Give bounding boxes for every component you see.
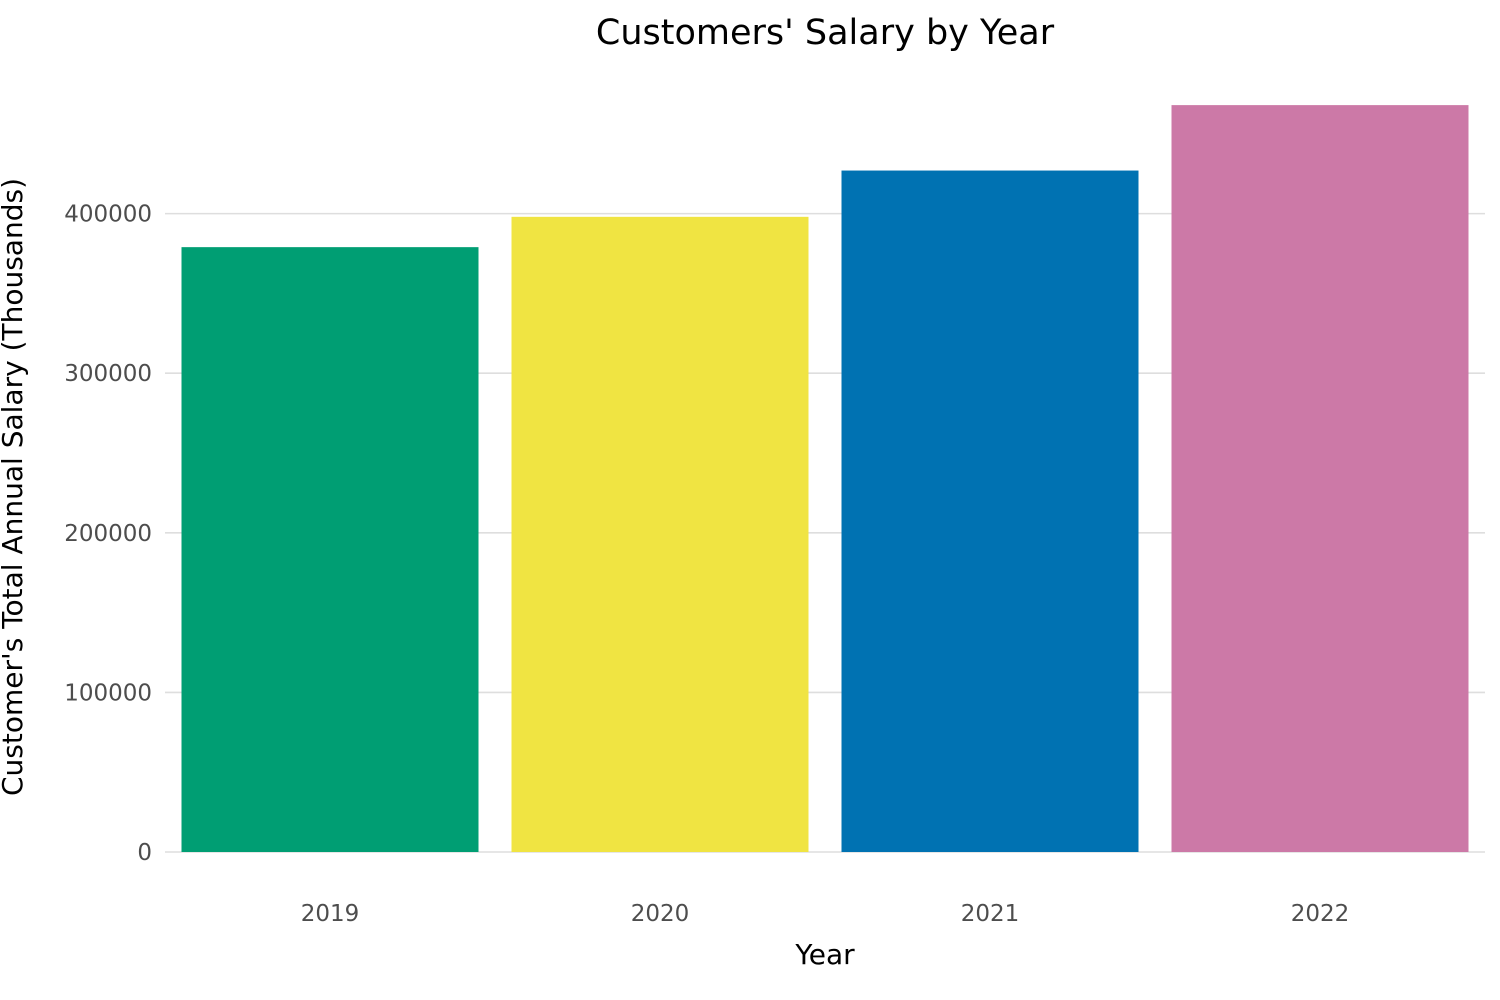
x-tick-label: 2021 [961, 901, 1020, 927]
chart-title: Customers' Salary by Year [596, 13, 1055, 53]
y-axis-title: Customer's Total Annual Salary (Thousand… [0, 178, 29, 796]
x-tick-label: 2020 [631, 901, 690, 927]
y-axis-ticks: 0 100000 200000 300000 400000 [64, 202, 152, 866]
y-tick-label: 0 [137, 840, 152, 866]
x-tick-label: 2022 [1291, 901, 1350, 927]
x-axis-title: Year [794, 938, 855, 971]
bars [181, 105, 1469, 853]
x-axis-ticks: 2019 2020 2021 2022 [301, 901, 1350, 927]
x-tick-label: 2019 [301, 901, 360, 927]
y-tick-label: 300000 [64, 361, 152, 387]
y-tick-label: 400000 [64, 202, 152, 228]
bar-2021 [841, 170, 1139, 853]
y-tick-label: 100000 [64, 680, 152, 706]
bar-2020 [511, 216, 809, 853]
y-tick-label: 200000 [64, 521, 152, 547]
bar-2022 [1171, 105, 1469, 852]
bar-2019 [181, 247, 479, 852]
